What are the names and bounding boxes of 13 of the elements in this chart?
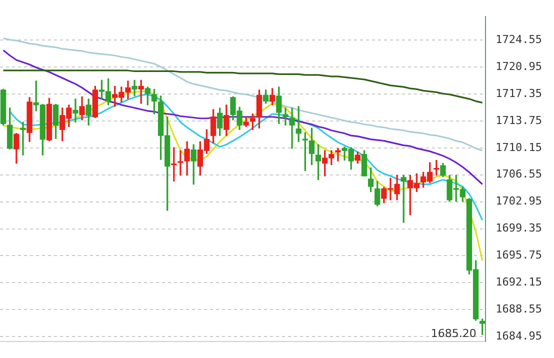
y-tick-label: 1706.55 <box>496 168 542 181</box>
y-tick-label: 1699.35 <box>496 222 542 235</box>
y-tick-label: 1695.75 <box>496 248 542 262</box>
y-tick-label: 1717.35 <box>496 86 542 100</box>
y-tick-label: 1724.55 <box>496 33 542 46</box>
y-tick-label: 1720.95 <box>496 60 542 73</box>
y-tick-label: 1684.95 <box>496 329 542 342</box>
y-tick-label: 1713.75 <box>496 114 542 127</box>
annotation: 1685.20 <box>430 326 476 340</box>
y-tick-label: 1688.55 <box>496 302 542 316</box>
y-tick-label: 1702.95 <box>496 194 542 208</box>
y-tick-label: 1710.15 <box>496 140 542 154</box>
y-tick-label: 1692.15 <box>496 276 542 289</box>
